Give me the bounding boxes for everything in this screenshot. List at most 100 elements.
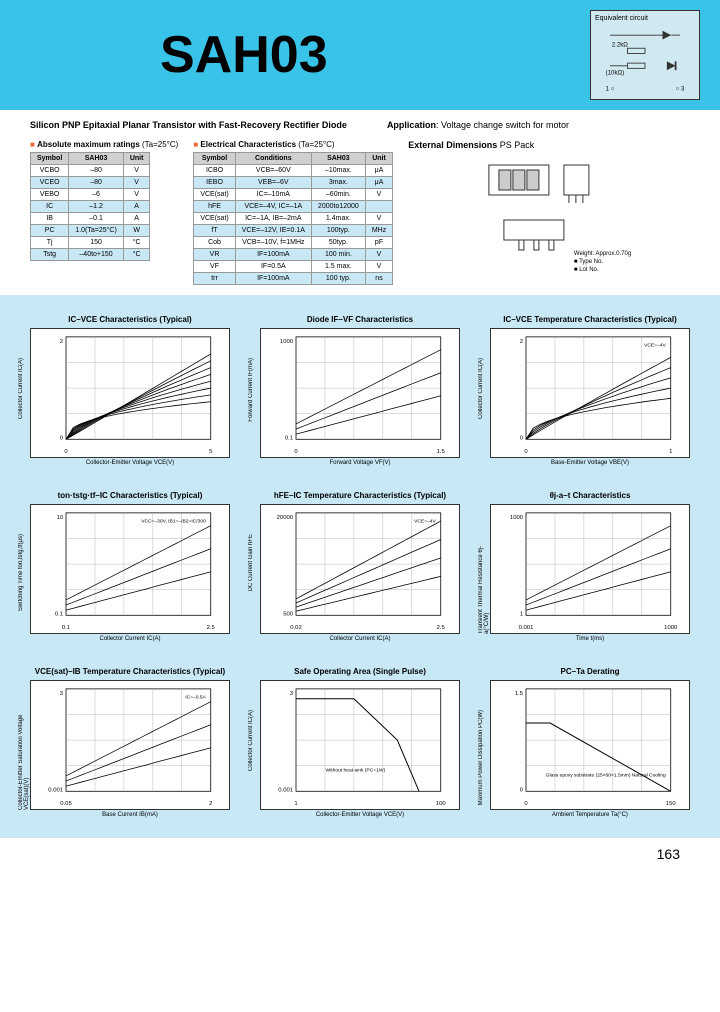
chart-grid: IC–VCE Characteristics (Typical) Collect…: [30, 315, 690, 818]
circuit-label: Equivalent circuit: [595, 15, 695, 22]
svg-text:100: 100: [436, 801, 447, 807]
mid-section: ■ Absolute maximum ratings (Ta=25°C) Sym…: [0, 140, 720, 295]
svg-text:2.5: 2.5: [437, 625, 446, 631]
svg-text:1.5: 1.5: [515, 691, 524, 697]
table-row: VFIF=0.5A1.5 max.V: [194, 261, 393, 273]
svg-text:Glass epoxy substrate (25×60×1: Glass epoxy substrate (25×60×1.5mm) Natu…: [546, 773, 666, 779]
svg-text:10: 10: [56, 515, 63, 521]
y-axis-label: Switching Time ton,tstg,tf(μs): [18, 534, 24, 611]
description: Silicon PNP Epitaxial Planar Transistor …: [30, 120, 347, 130]
y-axis-label: Collector Current IC(A): [248, 710, 254, 771]
svg-text:0.001: 0.001: [519, 625, 534, 631]
x-axis-label: Collector-Emitter Voltage VCE(V): [30, 460, 230, 466]
chart-cell: hFE–IC Temperature Characteristics (Typi…: [260, 491, 460, 642]
table-row: VCBO–80V: [31, 165, 150, 177]
svg-text:500: 500: [283, 611, 294, 617]
y-axis-label: Transient Thermal Resistance θj-a(°C/W): [478, 534, 490, 634]
part-number: SAH03: [160, 25, 328, 85]
svg-text:○ 3: ○ 3: [676, 85, 685, 92]
ext-dim-title: External Dimensions PS Pack: [408, 140, 690, 150]
y-axis-label: Collector Current IC(A): [478, 358, 484, 419]
chart-title: ton·tstg·tf–IC Characteristics (Typical): [30, 491, 230, 500]
svg-text:1: 1: [294, 801, 297, 807]
y-axis-label: Forward Current IF(mA): [248, 358, 254, 422]
table-row: IC–1.2A: [31, 201, 150, 213]
chart-box: 0.001100011000: [490, 504, 690, 634]
svg-text:Without heat-sink (PC=1W): Without heat-sink (PC=1W): [326, 768, 386, 774]
table-row: hFEVCE=–4V, IC=–1A2000to12000: [194, 201, 393, 213]
chart-title: VCE(sat)–IB Temperature Characteristics …: [30, 667, 230, 676]
chart-box: 01.50.11000: [260, 328, 460, 458]
chart-cell: ton·tstg·tf–IC Characteristics (Typical)…: [30, 491, 230, 642]
chart-cell: IC–VCE Temperature Characteristics (Typi…: [490, 315, 690, 466]
equivalent-circuit-box: Equivalent circuit 2.2kΩ (10kΩ) 1 ○ ○ 3: [590, 10, 700, 100]
y-axis-label: Maximum Power Dissipation PC(W): [478, 710, 484, 805]
svg-text:150: 150: [666, 801, 677, 807]
svg-text:0: 0: [524, 449, 528, 455]
svg-text:VCE=–4V: VCE=–4V: [644, 343, 666, 349]
svg-text:0.1: 0.1: [285, 435, 293, 441]
svg-text:2.2kΩ: 2.2kΩ: [612, 42, 629, 49]
table-row: VRIF=100mA100 min.V: [194, 249, 393, 261]
abs-max-table: SymbolSAH03Unit VCBO–80VVCEO–80VVEBO–6VI…: [30, 152, 150, 261]
elec-table: SymbolConditionsSAH03Unit ICBOVCB=–60V–1…: [193, 152, 393, 285]
x-axis-label: Collector Current IC(A): [260, 636, 460, 642]
table-row: VCE(sat)IC=–1A, IB=–2mA1.4max.V: [194, 213, 393, 225]
x-axis-label: Base-Emitter Voltage VBE(V): [490, 460, 690, 466]
chart-title: Diode IF–VF Characteristics: [260, 315, 460, 324]
description-row: Silicon PNP Epitaxial Planar Transistor …: [0, 110, 720, 140]
svg-text:Weight: Approx.0.70g: Weight: Approx.0.70g: [574, 251, 631, 257]
svg-text:1 ○: 1 ○: [606, 85, 615, 92]
svg-text:0: 0: [60, 435, 64, 441]
svg-text:2: 2: [520, 339, 523, 345]
chart-cell: IC–VCE Characteristics (Typical) Collect…: [30, 315, 230, 466]
elec-title: ■ Electrical Characteristics (Ta=25°C): [193, 140, 393, 149]
svg-text:■ Type No.: ■ Type No.: [574, 259, 604, 265]
chart-title: hFE–IC Temperature Characteristics (Typi…: [260, 491, 460, 500]
svg-text:1.5: 1.5: [437, 449, 446, 455]
table-row: IEBOVEB=–6V3max.μA: [194, 177, 393, 189]
svg-text:2: 2: [209, 801, 212, 807]
svg-text:0.001: 0.001: [48, 787, 63, 793]
chart-box: 0.0520.0013IC=–0.5A: [30, 680, 230, 810]
table-row: PC1.0(Ta=25°C)W: [31, 225, 150, 237]
svg-text:1: 1: [669, 449, 672, 455]
x-axis-label: Time t(ms): [490, 636, 690, 642]
svg-text:20000: 20000: [277, 515, 294, 521]
svg-text:VCE=–4V: VCE=–4V: [414, 519, 436, 525]
table-row: ICBOVCB=–60V–10max.μA: [194, 165, 393, 177]
svg-text:(10kΩ): (10kΩ): [606, 70, 625, 77]
abs-max-title: ■ Absolute maximum ratings (Ta=25°C): [30, 140, 178, 149]
chart-cell: Diode IF–VF Characteristics Forward Curr…: [260, 315, 460, 466]
svg-text:0: 0: [520, 787, 524, 793]
y-axis-label: Collector Current IC(A): [18, 358, 24, 419]
chart-title: PC–Ta Derating: [490, 667, 690, 676]
svg-text:0: 0: [64, 449, 68, 455]
charts-section: IC–VCE Characteristics (Typical) Collect…: [0, 295, 720, 838]
chart-box: 0 5 0 2: [30, 328, 230, 458]
chart-cell: VCE(sat)–IB Temperature Characteristics …: [30, 667, 230, 818]
chart-title: Safe Operating Area (Single Pulse): [260, 667, 460, 676]
chart-box: 0 1 0 2 VCE=–4V: [490, 328, 690, 458]
svg-text:0.02: 0.02: [290, 625, 301, 631]
svg-text:0: 0: [294, 449, 298, 455]
x-axis-label: Collector-Emitter Voltage VCE(V): [260, 812, 460, 818]
chart-cell: PC–Ta Derating Maximum Power Dissipation…: [490, 667, 690, 818]
chart-box: Without heat-sink (PC=1W)11000.0013: [260, 680, 460, 810]
svg-text:2: 2: [60, 339, 63, 345]
svg-text:1000: 1000: [664, 625, 678, 631]
chart-cell: Safe Operating Area (Single Pulse) Colle…: [260, 667, 460, 818]
table-row: fTVCE=–12V, IE=0.1A100typ.MHz: [194, 225, 393, 237]
svg-text:0.1: 0.1: [55, 611, 63, 617]
table-row: CobVCB=–10V, f=1MHz50typ.pF: [194, 237, 393, 249]
x-axis-label: Collector Current IC(A): [30, 636, 230, 642]
chart-title: IC–VCE Characteristics (Typical): [30, 315, 230, 324]
svg-text:0: 0: [520, 435, 524, 441]
x-axis-label: Base Current IB(mA): [30, 812, 230, 818]
svg-text:0.05: 0.05: [60, 801, 72, 807]
svg-text:0.1: 0.1: [62, 625, 70, 631]
chart-box: Glass epoxy substrate (25×60×1.5mm) Natu…: [490, 680, 690, 810]
svg-text:5: 5: [209, 449, 213, 455]
y-axis-label: Collector-Emitter Saturation Voltage VCE…: [18, 710, 30, 810]
svg-text:■ Lot No.: ■ Lot No.: [574, 267, 599, 273]
